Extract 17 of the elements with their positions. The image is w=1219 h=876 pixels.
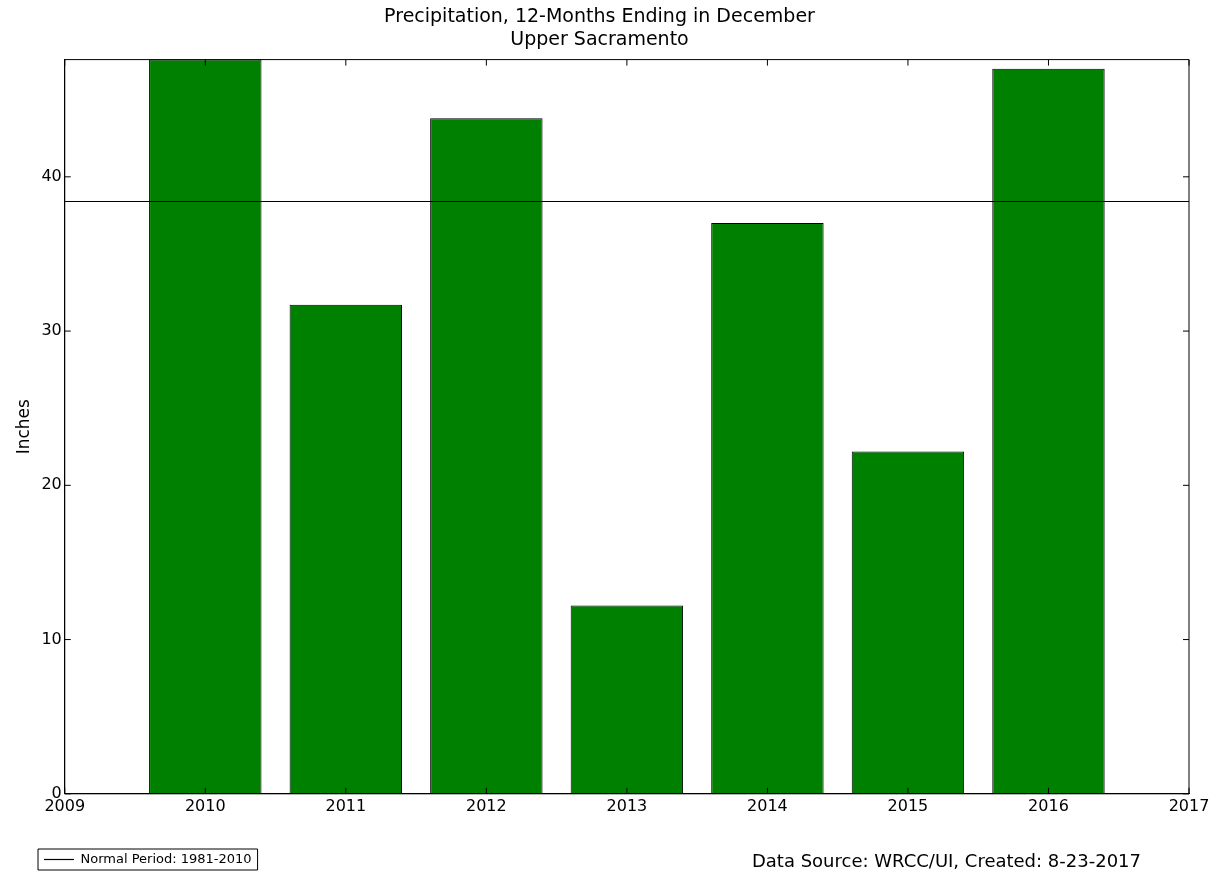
chart-title: Precipitation, 12-Months Ending in December — [384, 4, 816, 27]
x-tick-label: 2011 — [325, 795, 367, 815]
x-tick-label: 2016 — [1028, 795, 1069, 815]
x-tick-label: 2017 — [1168, 795, 1210, 815]
x-tick-label: 2014 — [747, 795, 788, 815]
x-tick-label: 2012 — [465, 795, 507, 815]
y-axis-title: Inches — [12, 398, 33, 455]
y-tick-label: 10 — [41, 628, 62, 648]
legend-label: Normal Period: 1981-2010 — [80, 850, 252, 866]
x-tick-label: 2013 — [606, 795, 648, 815]
chart-subtitle: Upper Sacramento — [510, 27, 689, 50]
y-tick-label: 20 — [41, 474, 62, 494]
x-tick-label: 2015 — [887, 795, 929, 815]
source-note: Data Source: WRCC/UI, Created: 8-23-2017 — [751, 849, 1141, 871]
y-tick-label: 30 — [41, 320, 62, 340]
y-tick-label: 40 — [41, 165, 62, 185]
x-tick-label: 2010 — [184, 795, 226, 815]
